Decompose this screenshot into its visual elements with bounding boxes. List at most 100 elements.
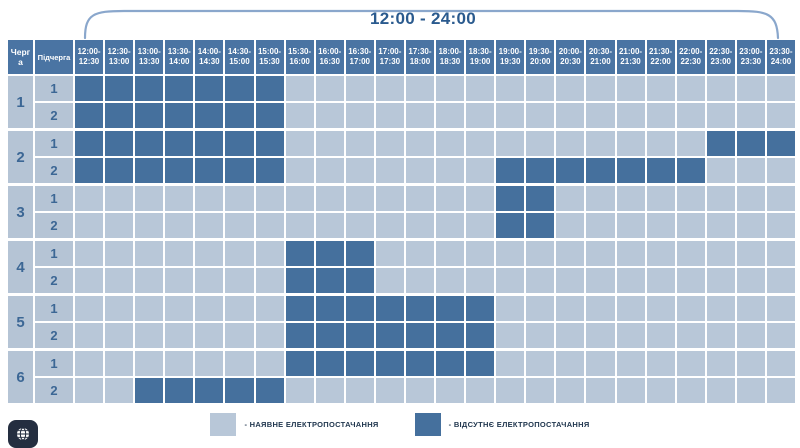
time-slot-header: 22:30- 23:00 <box>706 40 735 74</box>
schedule-cell <box>75 213 104 238</box>
schedule-cell <box>646 378 675 403</box>
subqueue-label: 2 <box>35 378 73 403</box>
subqueue-label: 2 <box>35 158 73 183</box>
schedule-cell <box>496 186 525 211</box>
schedule-cell <box>436 213 465 238</box>
schedule-cell <box>345 76 374 101</box>
schedule-cell <box>616 323 645 348</box>
schedule-cell <box>766 103 795 128</box>
schedule-cell <box>736 378 765 403</box>
schedule-cell <box>766 76 795 101</box>
schedule-cell <box>466 296 495 321</box>
time-slot-header: 18:30- 19:00 <box>466 40 495 74</box>
schedule-cell <box>766 296 795 321</box>
accessibility-widget-button[interactable] <box>8 420 38 448</box>
schedule-cell <box>436 76 465 101</box>
queue-column-header: Черга <box>8 40 33 74</box>
schedule-cell <box>255 131 284 156</box>
schedule-cell <box>345 103 374 128</box>
schedule-cell <box>586 351 615 376</box>
schedule-cell <box>436 351 465 376</box>
schedule-cell <box>736 186 765 211</box>
time-slot-header: 20:00- 20:30 <box>556 40 585 74</box>
schedule-cell <box>526 351 555 376</box>
schedule-cell <box>496 158 525 183</box>
schedule-cell <box>646 213 675 238</box>
schedule-cell <box>676 241 705 266</box>
schedule-cell <box>255 76 284 101</box>
schedule-cell <box>646 76 675 101</box>
schedule-cell <box>616 241 645 266</box>
schedule-cell <box>405 296 434 321</box>
schedule-cell <box>676 351 705 376</box>
schedule-cell <box>766 378 795 403</box>
schedule-cell <box>195 351 224 376</box>
schedule-cell <box>315 241 344 266</box>
schedule-cell <box>556 268 585 293</box>
time-slot-header: 19:30- 20:00 <box>526 40 555 74</box>
time-slot-header: 12:00- 12:30 <box>75 40 104 74</box>
schedule-cell <box>375 158 404 183</box>
schedule-cell <box>736 158 765 183</box>
schedule-cell <box>255 378 284 403</box>
schedule-cell <box>225 213 254 238</box>
schedule-cell <box>105 323 134 348</box>
schedule-cell <box>285 103 314 128</box>
schedule-cell <box>165 76 194 101</box>
schedule-cell <box>225 158 254 183</box>
schedule-cell <box>646 186 675 211</box>
schedule-cell <box>526 103 555 128</box>
schedule-cell <box>556 296 585 321</box>
schedule-cell <box>436 158 465 183</box>
schedule-cell <box>676 296 705 321</box>
schedule-cell <box>586 268 615 293</box>
schedule-cell <box>586 323 615 348</box>
schedule-cell <box>255 268 284 293</box>
schedule-cell <box>526 76 555 101</box>
schedule-cell <box>135 351 164 376</box>
schedule-cell <box>315 268 344 293</box>
schedule-cell <box>706 103 735 128</box>
schedule-cell <box>616 76 645 101</box>
schedule-cell <box>586 131 615 156</box>
schedule-cell <box>135 76 164 101</box>
header-row: Черга Підчерга 12:00- 12:30 12:30- 13:00 13:00… <box>8 40 795 74</box>
schedule-cell <box>225 268 254 293</box>
schedule-cell <box>105 131 134 156</box>
schedule-cell <box>165 158 194 183</box>
schedule-cell <box>496 213 525 238</box>
legend-item-available: - НАЯВНЕ ЕЛЕКТРОПОСТАЧАННЯ <box>210 413 378 436</box>
schedule-cell <box>315 158 344 183</box>
schedule-cell <box>616 268 645 293</box>
schedule-cell <box>75 351 104 376</box>
schedule-cell <box>526 158 555 183</box>
queue-label: 6 <box>8 351 33 403</box>
schedule-cell <box>766 158 795 183</box>
schedule-cell <box>165 103 194 128</box>
schedule-cell <box>466 186 495 211</box>
time-slot-header: 18:00- 18:30 <box>436 40 465 74</box>
schedule-cell <box>255 186 284 211</box>
schedule-cell <box>285 241 314 266</box>
schedule-cell <box>195 103 224 128</box>
subqueue-label: 2 <box>35 103 73 128</box>
schedule-cell <box>285 323 314 348</box>
schedule-cell <box>556 323 585 348</box>
time-slot-header: 22:00- 22:30 <box>676 40 705 74</box>
schedule-cell <box>496 103 525 128</box>
time-slot-header: 23:00- 23:30 <box>736 40 765 74</box>
schedule-cell <box>285 213 314 238</box>
schedule-cell <box>766 268 795 293</box>
schedule-cell <box>496 268 525 293</box>
schedule-cell <box>466 213 495 238</box>
schedule-cell <box>616 378 645 403</box>
schedule-cell <box>676 323 705 348</box>
schedule-cell <box>436 103 465 128</box>
time-slot-header: 21:00- 21:30 <box>616 40 645 74</box>
schedule-cell <box>75 186 104 211</box>
schedule-cell <box>556 241 585 266</box>
schedule-cell <box>706 351 735 376</box>
schedule-cell <box>165 213 194 238</box>
schedule-cell <box>345 186 374 211</box>
